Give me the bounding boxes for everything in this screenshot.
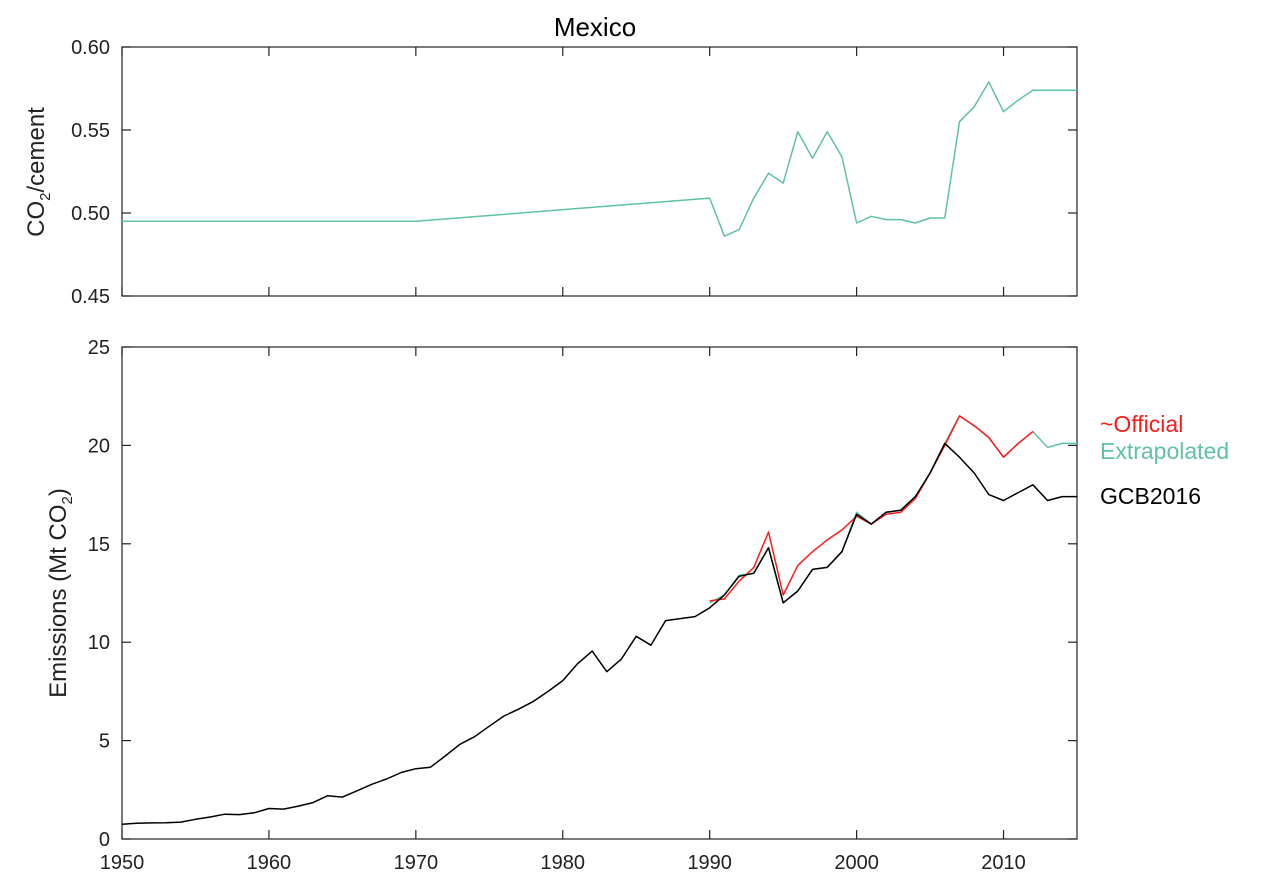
ratio-y-tick-label: 0.60: [71, 37, 110, 59]
emissions-series-line-gcb2016: [121, 442, 1077, 825]
emissions-x-tick-label: 1970: [394, 852, 439, 874]
legend-item-gcb2016: GCB2016: [1100, 483, 1201, 509]
emissions-x-tick-label: 2000: [834, 852, 879, 874]
emissions-panel: 1950 1960 1970 1980 1990 2000 2010 0 5 10 15 20 25 E…: [45, 337, 1078, 874]
emissions-y-tick-label: 20: [88, 435, 110, 457]
emissions-axis-ticks: 1950 1960 1970 1980 1990 2000 2010 0 5 10 15 20 25: [88, 337, 1077, 874]
emissions-y-tick-label: 25: [88, 337, 110, 359]
emissions-x-tick-label: 1980: [541, 852, 586, 874]
legend-item-extrapolated: Extrapolated: [1100, 438, 1229, 464]
emissions-series-line-official: [709, 415, 1034, 602]
emissions-y-tick-label: 15: [88, 534, 110, 556]
emissions-x-tick-label: 2010: [981, 852, 1026, 874]
emissions-plot-area: [121, 346, 1078, 840]
ratio-y-tick-label: 0.45: [71, 286, 110, 308]
emissions-x-tick-label: 1950: [100, 852, 145, 874]
emissions-y-axis-label: Emissions (Mt CO2): [45, 488, 76, 698]
ratio-y-axis-label: CO2/cement: [23, 107, 54, 237]
ratio-series: [122, 81, 1077, 237]
ratio-panel: 0.45 0.50 0.55 0.60 CO2/cement: [23, 37, 1078, 308]
emissions-y-tick-label: 10: [88, 632, 110, 654]
ratio-y-tick-label: 0.50: [71, 203, 110, 225]
legend-item-official: ~Official: [1100, 411, 1183, 437]
emissions-series-line-extrapolated: [709, 415, 1077, 604]
emissions-y-tick-label: 5: [99, 731, 110, 753]
emissions-x-tick-label: 1990: [687, 852, 732, 874]
ratio-plot-area: [121, 46, 1078, 297]
ratio-y-tick-label: 0.55: [71, 120, 110, 142]
emissions-y-tick-label: 0: [99, 829, 110, 851]
legend: ~Official Extrapolated GCB2016: [1100, 411, 1229, 509]
emissions-x-tick-label: 1960: [247, 852, 292, 874]
ratio-series-line-ratio: [122, 81, 1077, 237]
emissions-series: [121, 415, 1077, 825]
chart-title: Mexico: [554, 12, 636, 42]
ratio-axis-ticks: 0.45 0.50 0.55 0.60: [71, 37, 1077, 308]
